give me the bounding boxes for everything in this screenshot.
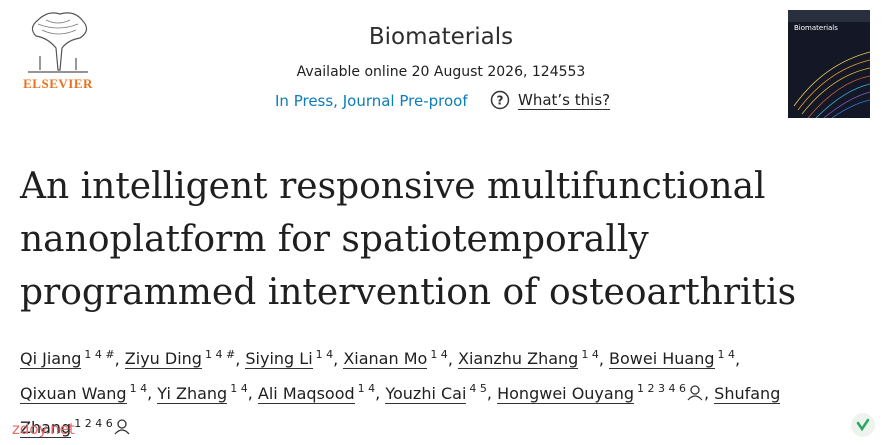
author-name[interactable]: Yi Zhang [157, 383, 228, 404]
article-status[interactable]: In Press, Journal Pre-proof [275, 92, 468, 110]
author-name[interactable]: Bowei Huang [609, 349, 715, 370]
separator: , [114, 349, 120, 369]
author-affiliations: 1 4 [717, 348, 736, 361]
separator: , [598, 349, 604, 369]
author-affiliations: 1 4 # [84, 348, 115, 361]
author[interactable]: Xianzhu Zhang 1 4 [458, 348, 599, 370]
cover-title: Biomaterials [794, 24, 838, 32]
corresponding-icon[interactable] [686, 385, 704, 401]
separator: , [147, 383, 153, 403]
author-name[interactable]: Youzhi Cai [385, 383, 467, 404]
watermark: zdoy.net [12, 420, 75, 438]
author[interactable]: Siying Li 1 4 [245, 348, 334, 370]
separator: , [703, 383, 710, 403]
publisher: ELSEVIER [23, 76, 93, 91]
author-name[interactable]: Ali Maqsood [257, 383, 355, 404]
journal-name[interactable]: Biomaterials [368, 24, 514, 50]
publisher-logo [18, 8, 98, 74]
separator: , [447, 349, 453, 369]
help-icon: ? [490, 90, 510, 110]
author[interactable]: Yi Zhang 1 4 [157, 382, 248, 404]
author-name[interactable]: Ziyu Ding [124, 349, 202, 370]
author[interactable]: Qi Jiang 1 4 # [20, 348, 115, 370]
author[interactable]: Hongwei Ouyang 1 2 3 4 6 [497, 382, 704, 404]
author-affiliations: 1 4 # [204, 348, 236, 361]
corresponding-icon[interactable] [113, 419, 131, 435]
author-name[interactable]: Xianzhu Zhang [458, 349, 579, 370]
separator: , [486, 383, 493, 403]
author[interactable]: Ali Maqsood 1 4 [257, 382, 376, 404]
author-affiliations: 1 4 [581, 348, 599, 361]
journal-cover[interactable]: Biomaterials [788, 10, 870, 118]
author[interactable]: Xianan Mo 1 4 [343, 348, 448, 370]
author-affiliations: 4 5 [469, 382, 487, 396]
author-affiliations: 1 2 3 4 6 [637, 382, 686, 396]
svg-text:?: ? [497, 94, 504, 108]
author-affiliations: 1 4 [430, 348, 448, 361]
separator: , [235, 349, 241, 369]
separator: , [247, 383, 253, 403]
author-affiliations: 1 4 [315, 348, 334, 361]
author-name[interactable]: Shufang Zhang [20, 383, 781, 438]
author[interactable]: Shufang Zhang 1 2 4 6 [20, 383, 781, 438]
author-affiliations: 1 4 [357, 382, 376, 396]
author[interactable]: Youzhi Cai 4 5 [385, 382, 487, 404]
author[interactable]: Bowei Huang 1 4 [609, 348, 736, 370]
author-name[interactable]: Qixuan Wang [20, 383, 127, 404]
author[interactable]: Ziyu Ding 1 4 # [124, 348, 236, 370]
author-name[interactable]: Xianan Mo [343, 349, 428, 370]
author-affiliations: 1 4 [129, 382, 148, 396]
badge[interactable] [850, 412, 876, 438]
separator: , [333, 349, 339, 369]
help-text[interactable]: What’s this? [518, 90, 611, 110]
article-title: An intelligent responsive multifunctiona… [20, 166, 797, 313]
separator: , [735, 349, 741, 369]
author-affiliations: 1 2 4 6 [74, 416, 113, 430]
author-affiliations: 1 4 [230, 382, 248, 396]
author-name[interactable]: Hongwei Ouyang [497, 383, 634, 404]
separator: , [375, 383, 381, 403]
author-list: Qi Jiang 1 4 #, Ziyu Ding 1 4 #, Siying Li… [20, 340, 800, 443]
author-name[interactable]: Siying Li [245, 349, 313, 370]
availability: Available online 20 August 2026, 124553 [296, 64, 586, 80]
author[interactable]: Qixuan Wang 1 4 [20, 382, 148, 404]
help-link[interactable]: ? What’s this? [490, 90, 611, 110]
author-name[interactable]: Qi Jiang [20, 349, 82, 370]
